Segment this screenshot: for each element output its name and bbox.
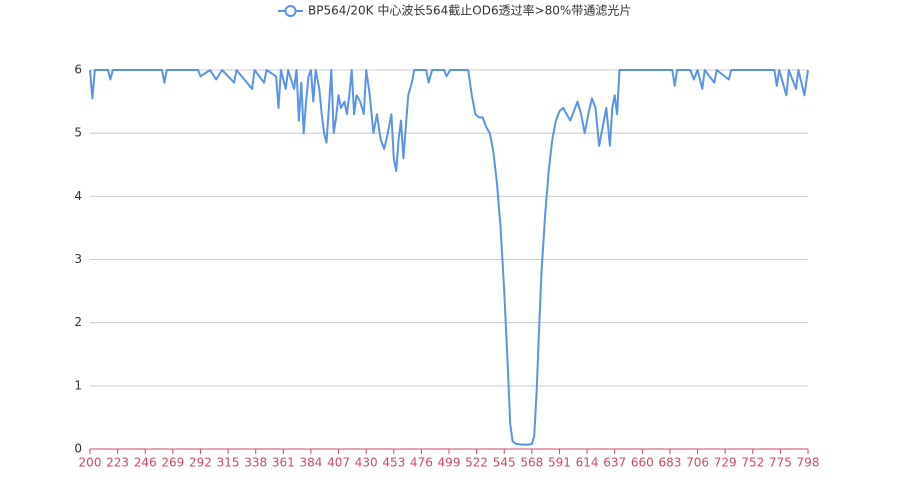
x-tick-label: 223 xyxy=(106,456,129,470)
x-tick-label: 499 xyxy=(438,456,461,470)
x-tick-label: 683 xyxy=(658,456,681,470)
x-tick-label: 430 xyxy=(355,456,378,470)
x-tick-label: 476 xyxy=(410,456,433,470)
y-tick-label: 1 xyxy=(74,378,82,392)
x-tick-label: 568 xyxy=(520,456,543,470)
x-tick-label: 200 xyxy=(79,456,102,470)
x-tick-label: 614 xyxy=(576,456,599,470)
data-line xyxy=(89,69,809,446)
x-tick-label: 637 xyxy=(603,456,626,470)
legend-label: BP564/20K 中心波长564截止OD6透过率>80%带通滤光片 xyxy=(308,3,631,18)
x-tick-label: 407 xyxy=(327,456,350,470)
x-tick-label: 315 xyxy=(217,456,240,470)
x-tick-label: 591 xyxy=(548,456,571,470)
x-tick-label: 269 xyxy=(161,456,184,470)
x-tick-label: 752 xyxy=(741,456,764,470)
x-tick-label: 338 xyxy=(244,456,267,470)
x-tick-label: 775 xyxy=(769,456,792,470)
y-tick-label: 6 xyxy=(74,63,82,77)
x-tick-label: 729 xyxy=(714,456,737,470)
y-tick-label: 4 xyxy=(74,189,82,203)
x-tick-label: 384 xyxy=(299,456,322,470)
x-tick-label: 798 xyxy=(797,456,820,470)
y-tick-label: 5 xyxy=(74,126,82,140)
x-tick-label: 361 xyxy=(272,456,295,470)
y-tick-label: 0 xyxy=(74,442,82,456)
x-tick-label: 660 xyxy=(631,456,654,470)
y-tick-label: 3 xyxy=(74,252,82,266)
x-tick-label: 246 xyxy=(134,456,157,470)
x-tick-label: 706 xyxy=(686,456,709,470)
x-tick-label: 453 xyxy=(382,456,405,470)
y-tick-label: 2 xyxy=(74,315,82,329)
x-tick-label: 522 xyxy=(465,456,488,470)
x-tick-label: 292 xyxy=(189,456,212,470)
legend-icon-dot xyxy=(284,5,297,17)
x-tick-label: 545 xyxy=(493,456,516,470)
